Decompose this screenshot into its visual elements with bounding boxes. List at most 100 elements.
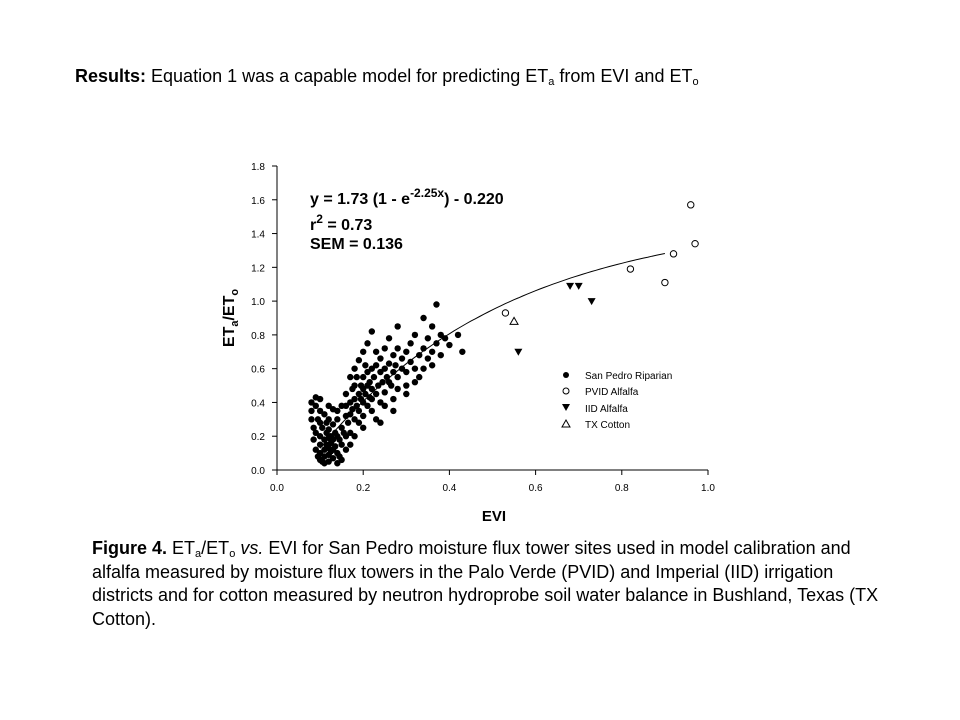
point-iid-alfalfa [574,282,583,290]
point-san-pedro-riparian [407,358,414,366]
point-san-pedro-riparian [441,335,449,342]
y-tick-label: 1.6 [251,196,265,207]
point-san-pedro-riparian [336,436,343,443]
point-san-pedro-riparian [342,402,350,410]
point-san-pedro-riparian [433,301,440,308]
point-san-pedro-riparian [342,446,350,453]
y-tick-label: 0.2 [251,432,265,443]
point-san-pedro-riparian [364,402,371,410]
y-tick-label: 0.0 [251,466,265,477]
point-san-pedro-riparian [398,355,406,362]
point-san-pedro-riparian [416,373,423,381]
y-tick-label: 0.6 [251,365,265,376]
point-san-pedro-riparian [347,441,354,448]
point-san-pedro-riparian [416,351,423,359]
legend-marker-san-pedro [563,372,569,378]
legend-label-pvid: PVID Alfalfa [585,387,639,398]
point-pvid-alfalfa [669,250,678,258]
point-san-pedro-riparian [334,460,341,467]
point-san-pedro-riparian [385,335,393,342]
point-san-pedro-riparian [377,368,384,376]
legend-label-san-pedro: San Pedro Riparian [585,371,672,382]
point-san-pedro-riparian [437,331,444,339]
point-san-pedro-riparian [381,389,388,396]
title-text: Equation 1 was a capable model for predi… [151,66,549,86]
point-san-pedro-riparian [316,419,324,426]
legend-marker-pvid [562,387,570,395]
point-san-pedro-riparian [459,348,466,355]
point-san-pedro-riparian [312,429,319,437]
title-lead: Results: [75,66,147,86]
point-san-pedro-riparian [428,348,436,355]
point-san-pedro-riparian [325,458,332,465]
y-label-sub1: a [229,320,241,327]
point-san-pedro-riparian [316,433,324,440]
point-san-pedro-riparian [316,441,324,448]
point-san-pedro-riparian [368,385,376,393]
point-san-pedro-riparian [351,433,358,440]
y-tick-label: 0.8 [251,331,265,342]
figure-caption: Figure 4. ETa/ETo vs. EVI for San Pedro … [92,537,892,631]
point-san-pedro-riparian [338,456,345,464]
caption-sub-o: o [229,548,236,560]
eq2-post: = 0.73 [323,217,372,234]
point-san-pedro-riparian [407,340,414,347]
eq1-pre: y = 1.73 (1 - e [310,191,410,208]
x-tick-label: 0.0 [270,483,284,494]
point-san-pedro-riparian [347,373,354,381]
point-san-pedro-riparian [338,424,345,431]
point-san-pedro-riparian [355,419,363,426]
point-san-pedro-riparian [362,362,369,369]
point-san-pedro-riparian [428,362,436,369]
caption-lead: Figure 4. [92,538,168,558]
point-san-pedro-riparian [308,407,315,415]
point-iid-alfalfa [514,348,523,356]
point-san-pedro-riparian [308,416,315,423]
point-san-pedro-riparian [355,407,363,415]
point-san-pedro-riparian [403,348,410,355]
legend-marker-iid [562,404,570,411]
point-san-pedro-riparian [372,390,380,398]
point-san-pedro-riparian [364,368,371,376]
point-san-pedro-riparian [385,378,393,386]
point-san-pedro-riparian [368,328,376,335]
point-san-pedro-riparian [383,373,391,381]
eq1-sup: -2.25x [410,186,444,200]
equation-line-3: SEM = 0.136 [310,236,403,253]
y-label-sub2: o [229,289,241,296]
y-label-base: ET [221,326,238,347]
point-san-pedro-riparian [372,348,380,355]
x-tick-label: 0.4 [442,483,456,494]
point-san-pedro-riparian [433,340,440,347]
point-san-pedro-riparian [347,429,354,437]
x-tick-label: 0.6 [529,483,543,494]
point-san-pedro-riparian [411,378,419,386]
point-san-pedro-riparian [351,416,358,423]
caption-sub-a: a [195,548,202,560]
point-san-pedro-riparian [342,433,350,440]
point-san-pedro-riparian [411,365,419,372]
point-san-pedro-riparian [355,390,363,398]
point-san-pedro-riparian [428,323,436,330]
point-iid-alfalfa [566,282,575,290]
point-san-pedro-riparian [360,424,367,431]
title-sub-o: o [692,76,699,88]
point-san-pedro-riparian [454,331,462,339]
title-sub-a: a [548,76,555,88]
point-san-pedro-riparian [331,443,339,450]
point-san-pedro-riparian [351,382,358,389]
x-axis-label: EVI [482,508,506,525]
point-san-pedro-riparian [372,362,380,369]
point-san-pedro-riparian [364,340,371,347]
point-san-pedro-riparian [379,378,386,386]
equation-line-1: y = 1.73 (1 - e-2.25x) - 0.220 [310,186,504,208]
point-san-pedro-riparian [316,407,324,415]
point-san-pedro-riparian [360,412,367,420]
point-san-pedro-riparian [420,365,427,372]
point-san-pedro-riparian [353,373,360,381]
point-san-pedro-riparian [334,416,341,423]
point-san-pedro-riparian [325,416,332,423]
x-tick-label: 1.0 [701,483,715,494]
point-san-pedro-riparian [390,407,397,415]
